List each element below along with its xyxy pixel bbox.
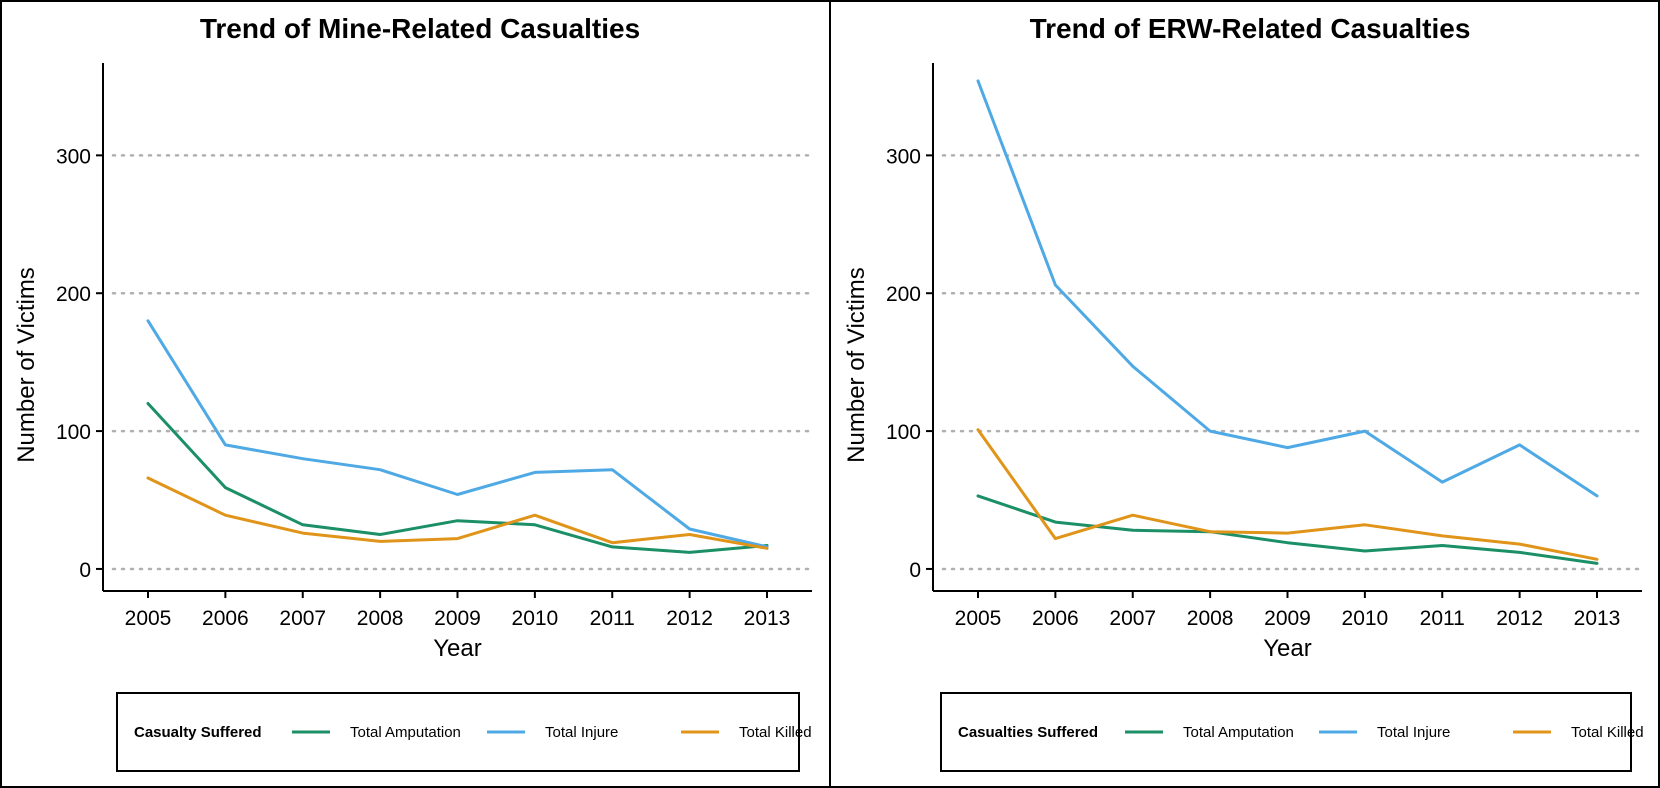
y-tick-label: 0 — [909, 559, 921, 582]
x-tick-label: 2011 — [590, 607, 635, 630]
y-tick-label: 200 — [56, 283, 91, 306]
legend: Casualties Suffered Total Amputation Total… — [940, 692, 1644, 772]
legend-title: Casualties Suffered — [958, 724, 1098, 741]
y-tick-label: 300 — [886, 145, 921, 168]
chart-panel-1: Trend of Mine-Related Casualties 0 100 200 3… — [13, 13, 814, 772]
series-line-total-killed — [146, 476, 769, 550]
series-line-total-amputation — [976, 494, 1599, 565]
x-tick-label: 2010 — [512, 607, 559, 630]
legend-label-total-injure: Total Injure — [1377, 724, 1450, 741]
y-tick-label: 100 — [886, 421, 921, 444]
chart-panel-2: Trend of ERW-Related Casualties 0 100 200 30… — [843, 13, 1644, 772]
x-tick-label: 2013 — [744, 607, 791, 630]
x-tick-label: 2007 — [1109, 607, 1156, 630]
series-line-total-killed — [976, 428, 1599, 561]
x-tick-label: 2009 — [1264, 607, 1311, 630]
legend-label-total-amputation: Total Amputation — [1183, 724, 1294, 741]
chart-title: Trend of Mine-Related Casualties — [200, 13, 640, 44]
x-tick-label: 2012 — [1496, 607, 1543, 630]
x-tick-label: 2005 — [955, 607, 1002, 630]
x-tick-label: 2011 — [1420, 607, 1465, 630]
y-tick-label: 100 — [56, 421, 91, 444]
x-axis-label: Year — [433, 635, 482, 662]
legend-label-total-killed: Total Killed — [1571, 724, 1644, 741]
x-tick-label: 2008 — [357, 607, 404, 630]
y-tick-label: 200 — [886, 283, 921, 306]
legend-label-total-amputation: Total Amputation — [350, 724, 461, 741]
y-tick-label: 0 — [79, 559, 91, 582]
series-line-total-injure — [976, 79, 1599, 498]
x-tick-label: 2013 — [1574, 607, 1621, 630]
y-axis-label: Number of Victims — [843, 267, 870, 463]
series-line-total-injure — [146, 319, 769, 549]
legend-title: Casualty Suffered — [134, 724, 262, 741]
x-tick-label: 2010 — [1342, 607, 1389, 630]
x-tick-label: 2006 — [202, 607, 249, 630]
x-tick-label: 2006 — [1032, 607, 1079, 630]
legend-label-total-killed: Total Killed — [739, 724, 812, 741]
x-tick-label: 2009 — [434, 607, 481, 630]
x-tick-label: 2007 — [279, 607, 326, 630]
x-tick-label: 2012 — [666, 607, 713, 630]
x-tick-label: 2005 — [125, 607, 172, 630]
legend-label-total-injure: Total Injure — [545, 724, 618, 741]
chart-title: Trend of ERW-Related Casualties — [1030, 13, 1471, 44]
y-tick-label: 300 — [56, 145, 91, 168]
x-axis-label: Year — [1263, 635, 1312, 662]
x-tick-label: 2008 — [1187, 607, 1234, 630]
y-axis-label: Number of Victims — [13, 267, 40, 463]
legend: Casualty Suffered Total Amputation Total I… — [116, 692, 812, 772]
series-line-total-amputation — [146, 402, 769, 554]
